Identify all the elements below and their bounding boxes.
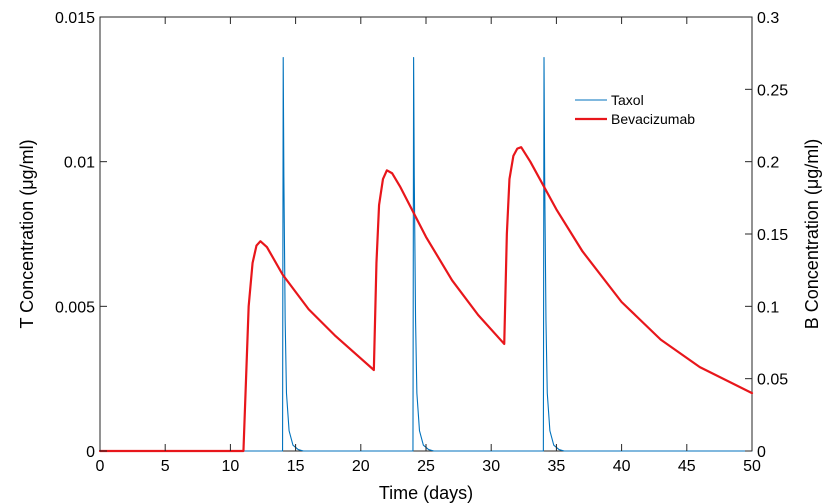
y-left-tick-label: 0 — [86, 444, 95, 461]
x-tick-label: 45 — [678, 458, 696, 475]
x-tick-label: 35 — [548, 458, 566, 475]
x-tick-label: 10 — [222, 458, 240, 475]
y-left-tick-label: 0.005 — [55, 299, 95, 316]
y-right-tick-label: 0 — [757, 444, 766, 461]
series-line-taxol — [99, 56, 753, 452]
y-right-tick-label: 0.3 — [757, 10, 779, 27]
legend-label-bevacizumab: Bevacizumab — [611, 111, 695, 127]
y-right-tick-label: 0.05 — [757, 372, 788, 389]
x-tick-label: 20 — [352, 458, 370, 475]
y-right-tick-label: 0.15 — [757, 227, 788, 244]
series-line-bevacizumab — [98, 146, 754, 453]
x-tick-label: 5 — [161, 458, 170, 475]
y-left-tick-label: 0.01 — [64, 155, 95, 172]
y-right-tick-label: 0.2 — [757, 155, 779, 172]
y-left-tick-label: 0.015 — [55, 10, 95, 27]
x-tick-label: 40 — [613, 458, 631, 475]
y-right-tick-label: 0.1 — [757, 299, 779, 316]
y-right-tick-label: 0.25 — [757, 82, 788, 99]
x-tick-label: 50 — [743, 458, 761, 475]
x-tick-label: 30 — [482, 458, 500, 475]
ticks-layer: 0 5 10 15 20 25 30 35 40 45 5000.0050.010.01500.05… — [55, 10, 788, 475]
x-tick-label: 15 — [287, 458, 305, 475]
legend: Taxol Bevacizumab — [575, 92, 695, 127]
x-tick-label: 0 — [96, 458, 105, 475]
plot-area — [99, 16, 753, 452]
y-axis-label-right: B Concentration (μg/ml) — [802, 139, 822, 329]
x-tick-label: 25 — [417, 458, 435, 475]
series-layer — [98, 56, 754, 453]
y-axis-label-left: T Concentration (μg/ml) — [17, 139, 37, 328]
plot-frame — [99, 16, 753, 452]
x-axis-label: Time (days) — [379, 483, 473, 503]
legend-label-taxol: Taxol — [611, 92, 644, 108]
